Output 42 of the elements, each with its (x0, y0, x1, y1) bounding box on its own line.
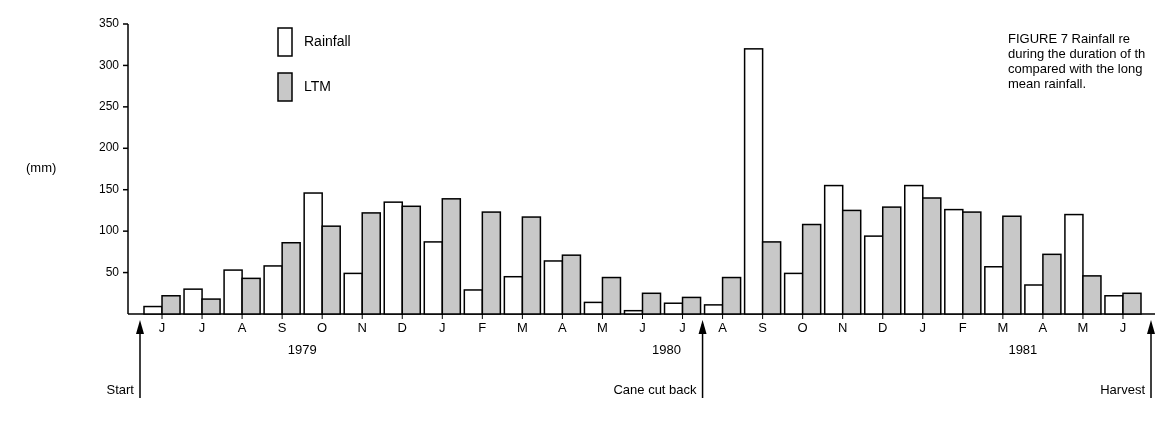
text: Cane cut back (613, 382, 698, 397)
x-tick-label: J (158, 320, 166, 335)
x-tick-label: J (919, 320, 927, 335)
x-tick-label: J (439, 320, 446, 335)
x-tick-label: J (679, 320, 686, 335)
x-tick-label: J (198, 320, 206, 335)
legend-label: LTM (304, 77, 331, 94)
text: Harvest (1100, 382, 1146, 397)
x-tick-label: D (397, 320, 407, 335)
y-tick-label: 200 (98, 140, 120, 155)
text: Start (106, 382, 135, 397)
y-tick-label: 250 (98, 99, 120, 114)
x-tick-label: M (597, 320, 608, 335)
x-tick-label: M (997, 320, 1009, 335)
x-tick-label: A (237, 320, 247, 335)
x-tick-label: D (878, 320, 888, 335)
x-tick-label: F (478, 320, 487, 335)
x-tick-label: A (1038, 320, 1048, 335)
y-tick-label: 100 (98, 223, 120, 238)
legend-label: Rainfall (304, 32, 351, 49)
x-tick-label: S (758, 320, 768, 335)
text: 1980 (652, 342, 681, 357)
x-tick-label: A (558, 320, 568, 335)
y-tick-label: 150 (98, 181, 120, 196)
text: FIGURE 7 Rainfall re during the duration of th compared with the long mean rainfall. (1008, 31, 1146, 91)
x-tick-label: F (958, 320, 967, 335)
x-tick-label: J (1119, 320, 1127, 335)
x-tick-label: M (1077, 320, 1089, 335)
text: 1979 (287, 342, 317, 357)
y-tick-label: 350 (98, 16, 120, 31)
x-tick-label: O (317, 320, 328, 335)
x-tick-label: A (718, 320, 728, 335)
text: 1981 (1008, 342, 1038, 357)
x-tick-label: N (838, 320, 848, 335)
x-tick-label: S (277, 320, 287, 335)
y-axis-title: (mm) (26, 160, 57, 176)
x-tick-label: J (639, 320, 646, 335)
y-tick-label: 300 (98, 57, 120, 72)
x-tick-label: N (357, 320, 367, 335)
y-tick-label: 50 (105, 264, 120, 279)
x-tick-label: M (516, 320, 528, 335)
x-tick-label: O (797, 320, 808, 335)
